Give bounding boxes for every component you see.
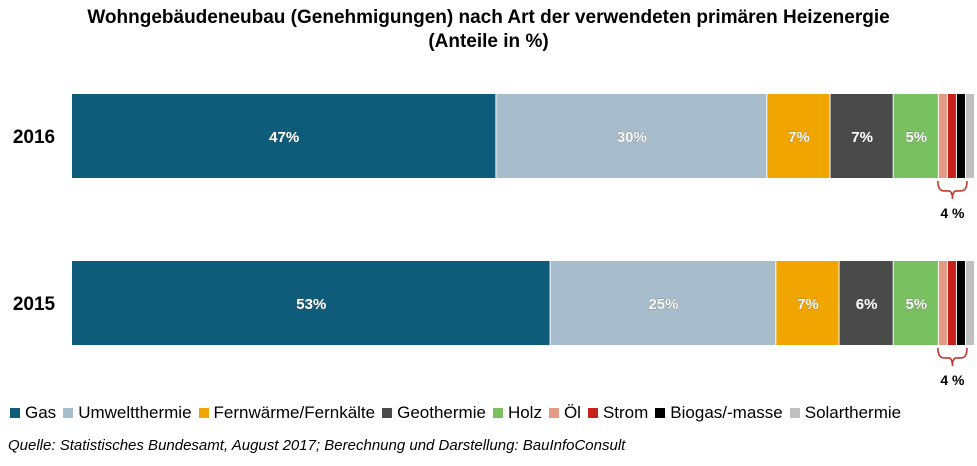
bar-2016-holz [893,94,938,178]
bar-2016-solarthermie [965,94,974,178]
bar-2015-gas [72,261,550,345]
brace-2015 [937,347,968,367]
annotation-label-2015: 4 % [940,372,965,388]
legend-label-fernwärme-fernkälte: Fernwärme/Fernkälte [213,403,376,422]
legend-swatch-geothermie [382,408,393,418]
legend-label-holz: Holz [507,403,542,422]
data-label-2015-geothermie: 6% [856,296,878,313]
legend-swatch-biogas-masse [655,408,666,418]
chart-title: Wohngebäudeneubau (Genehmigungen) nach A… [0,6,977,54]
legend-item-strom: Strom [587,403,649,423]
legend-swatch-solarthermie [789,408,800,418]
legend-item-gas: Gas [10,403,56,423]
data-label-2016-holz: 5% [905,129,927,146]
bar-2016-biogas-masse [956,94,965,178]
bar-2015-strom [947,261,956,345]
chart-legend: Gas Umweltthermie Fernwärme/Fernkälte Geoth… [10,403,970,423]
data-label-2015-umweltthermie: 25% [648,296,678,313]
bar-2015-geothermie [839,261,893,345]
bar-2016-geothermie [830,94,893,178]
data-label-2015-gas: 53% [296,296,326,313]
legend-label-geothermie: Geothermie [397,403,486,422]
bar-2015-umweltthermie [550,261,776,345]
legend-item-solarthermie: Solarthermie [789,403,902,423]
legend-label-solarthermie: Solarthermie [804,403,902,422]
legend-label-umweltthermie: Umweltthermie [78,403,192,422]
legend-item-fernwärme-fernkälte: Fernwärme/Fernkälte [198,403,376,423]
legend-swatch-holz [492,408,503,418]
bar-2016-strom [947,94,956,178]
source-note: Quelle: Statistisches Bundesamt, August … [8,437,626,454]
legend-swatch-strom [587,408,598,418]
data-label-2016-fernwärme-fernkälte: 7% [788,129,810,146]
legend-swatch-öl [548,408,559,418]
data-label-2016-umweltthermie: 30% [617,129,647,146]
chart-title-line2: (Anteile in %) [428,31,549,52]
bar-2016-fernwärme-fernkälte [767,94,830,178]
legend-item-holz: Holz [492,403,542,423]
bar-2015-fernwärme-fernkälte [776,261,839,345]
legend-label-biogas-masse: Biogas/-masse [670,403,783,422]
bar-2015-öl [938,261,947,345]
legend-item-geothermie: Geothermie [382,403,486,423]
category-label-2016: 2016 [13,127,55,148]
bar-2016-öl [938,94,947,178]
data-label-2016-gas: 47% [269,129,299,146]
bar-2015-solarthermie [965,261,974,345]
legend-swatch-fernwärme-fernkälte [198,408,209,418]
chart-title-line1: Wohngebäudeneubau (Genehmigungen) nach A… [87,7,890,28]
bar-2015-biogas-masse [956,261,965,345]
legend-item-öl: Öl [548,403,581,423]
brace-2016 [937,180,968,200]
stacked-bar-chart: 2016 47% 30% 7% 7% 5% 4 % 2015 53% 25% 7% 6% 5% 4 % [13,94,974,388]
legend-label-gas: Gas [25,403,57,422]
annotation-label-2016: 4 % [940,205,965,221]
bar-2016-gas [72,94,496,178]
category-label-2015: 2015 [13,294,56,315]
legend-item-biogas-masse: Biogas/-masse [655,403,783,423]
bar-2016-umweltthermie [496,94,767,178]
bar-2015-holz [893,261,938,345]
data-label-2016-geothermie: 7% [851,129,873,146]
legend-swatch-gas [10,408,20,418]
legend-item-umweltthermie: Umweltthermie [63,403,192,423]
data-label-2015-holz: 5% [905,296,927,313]
legend-label-öl: Öl [563,403,581,422]
data-label-2015-fernwärme-fernkälte: 7% [797,296,819,313]
legend-swatch-umweltthermie [63,408,74,418]
legend-label-strom: Strom [602,403,649,422]
